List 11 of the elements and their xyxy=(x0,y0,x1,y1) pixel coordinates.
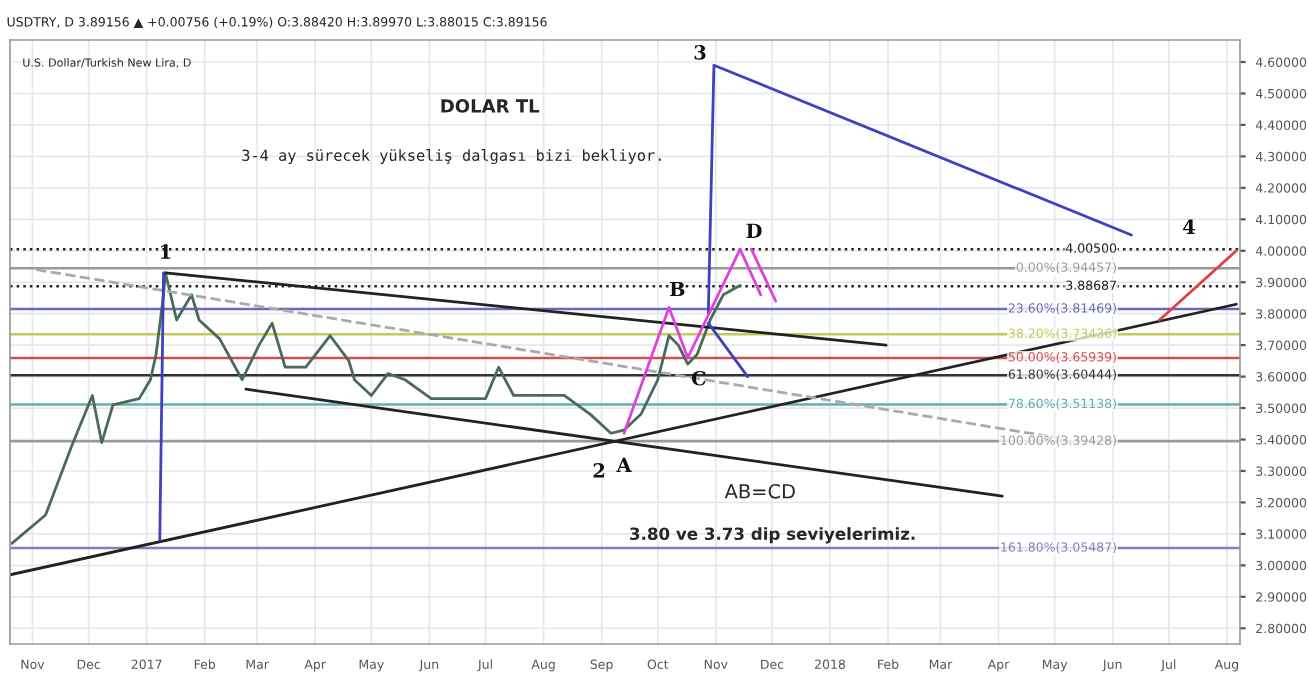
annotation: A xyxy=(616,457,632,472)
line-series xyxy=(622,247,763,435)
annotation: 2 xyxy=(593,463,605,478)
annotation: 3.80 ve 3.73 dip seviyelerimiz. xyxy=(630,527,915,544)
annotation: AB=CD xyxy=(724,483,795,499)
annotation: 4 xyxy=(1183,219,1195,234)
annotation: B xyxy=(670,281,685,297)
annotation: D xyxy=(746,223,762,238)
text: DOLAR TL xyxy=(441,99,540,113)
annotation: 1 xyxy=(161,244,171,259)
annotation: 3 xyxy=(694,44,706,60)
